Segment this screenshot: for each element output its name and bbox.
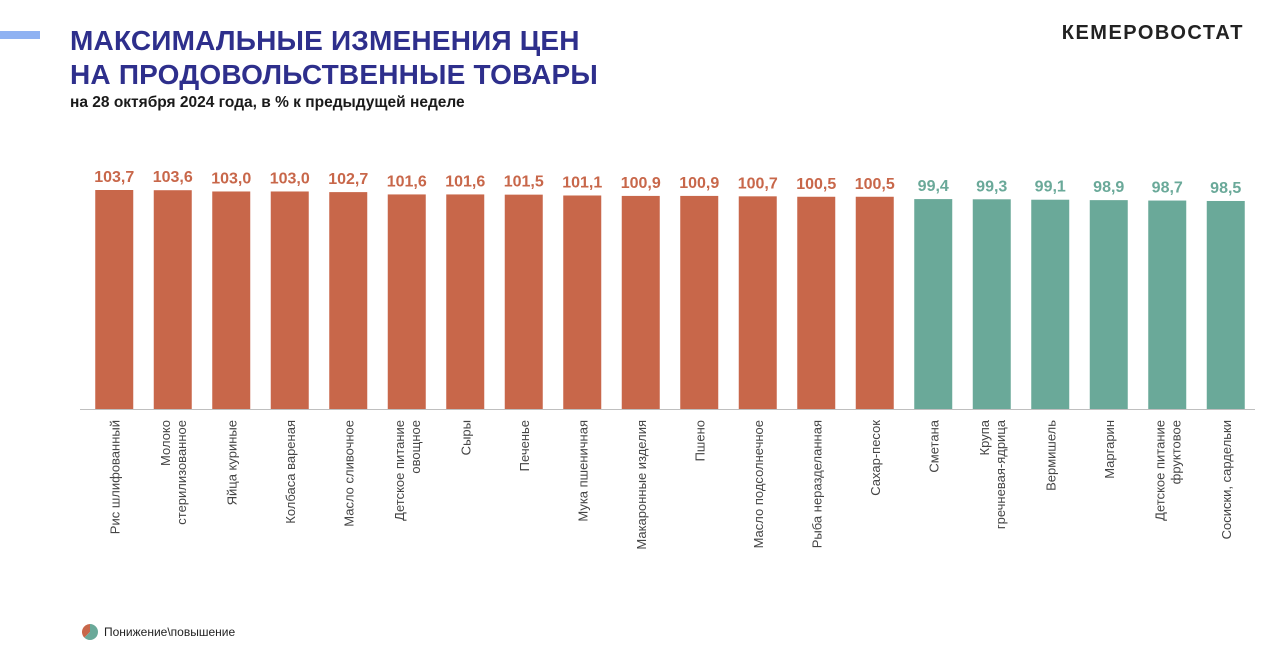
category-label: Печенье xyxy=(517,420,532,471)
category-label: Крупа гречневая-ядрица xyxy=(977,419,1008,529)
category-label: Масло подсолнечное xyxy=(751,420,766,548)
data-label: 103,6 xyxy=(153,169,193,186)
category-label: Маргарин xyxy=(1102,420,1117,479)
bar xyxy=(680,195,719,409)
bar xyxy=(1148,200,1187,409)
data-label: 103,7 xyxy=(94,169,134,186)
category-label: Сахар-песок xyxy=(868,420,883,496)
data-label: 100,9 xyxy=(621,175,661,192)
bar xyxy=(387,194,426,409)
category-label-line: Масло подсолнечное xyxy=(751,420,766,548)
page-title: МАКСИМАЛЬНЫЕ ИЗМЕНЕНИЯ ЦЕН НА ПРОДОВОЛЬС… xyxy=(70,24,598,92)
bar xyxy=(1089,200,1128,409)
data-label: 103,0 xyxy=(270,170,310,187)
bar xyxy=(914,199,953,409)
bar xyxy=(738,196,777,409)
data-label: 99,1 xyxy=(1035,179,1066,196)
category-label-line: Мука пшеничная xyxy=(575,420,590,522)
bar xyxy=(855,196,894,409)
bar xyxy=(446,194,485,409)
data-label: 101,1 xyxy=(562,174,602,191)
bar xyxy=(504,194,543,409)
bar xyxy=(212,191,251,409)
page-subtitle: на 28 октября 2024 года, в % к предыдуще… xyxy=(70,94,465,111)
bar xyxy=(153,190,192,409)
bar xyxy=(1206,200,1245,409)
legend: Понижение\повышение xyxy=(82,624,235,640)
category-label-line: Яйца куриные xyxy=(224,420,239,505)
category-label: Колбаса вареная xyxy=(283,420,298,524)
category-label-line: овощное xyxy=(408,420,423,474)
legend-split-circle-icon xyxy=(82,624,98,640)
category-label-line: стерилизованное xyxy=(174,420,189,525)
category-label: Мука пшеничная xyxy=(575,420,590,522)
category-label-line: Пшено xyxy=(692,420,707,461)
category-label-line: Маргарин xyxy=(1102,420,1117,479)
category-label: Сметана xyxy=(926,419,941,472)
category-label-line: Сахар-песок xyxy=(868,420,883,496)
data-label: 98,5 xyxy=(1210,180,1241,197)
category-label-line: Сосиски, сардельки xyxy=(1219,420,1234,539)
category-label: Яйца куриные xyxy=(224,420,239,505)
category-label-line: Сметана xyxy=(926,419,941,472)
category-label: Молоко стерилизованное xyxy=(158,420,189,525)
bar xyxy=(621,195,660,409)
bar xyxy=(563,195,602,409)
category-label: Детское питание фруктовое xyxy=(1152,420,1183,521)
bar xyxy=(95,190,134,409)
category-label: Сыры xyxy=(458,420,473,455)
bar xyxy=(270,191,309,409)
category-label-line: Крупа xyxy=(977,419,992,455)
bar xyxy=(972,199,1011,409)
data-label: 99,3 xyxy=(976,178,1007,195)
category-label: Пшено xyxy=(692,420,707,461)
data-label: 102,7 xyxy=(328,171,368,188)
category-label: Масло сливочное xyxy=(341,420,356,527)
category-label-line: фруктовое xyxy=(1168,420,1183,484)
data-label: 100,9 xyxy=(679,175,719,192)
data-label: 98,9 xyxy=(1093,179,1124,196)
data-label: 100,5 xyxy=(855,176,895,193)
category-label-line: Детское питание xyxy=(1152,420,1167,521)
category-label-line: Рыба неразделанная xyxy=(809,420,824,548)
accent-bar xyxy=(0,31,40,39)
category-label-line: Масло сливочное xyxy=(341,420,356,527)
data-label: 98,7 xyxy=(1152,180,1183,197)
category-label-line: Печенье xyxy=(517,420,532,471)
category-label-line: Сыры xyxy=(458,420,473,455)
data-label: 101,6 xyxy=(445,173,485,190)
legend-label: Понижение\повышение xyxy=(104,625,236,639)
data-label: 103,0 xyxy=(211,170,251,187)
data-label: 99,4 xyxy=(918,178,949,195)
brand-logo-text: КЕМЕРОВОСТАТ xyxy=(1061,22,1244,44)
category-label: Рыба неразделанная xyxy=(809,420,824,548)
title-line-2: НА ПРОДОВОЛЬСТВЕННЫЕ ТОВАРЫ xyxy=(70,59,599,90)
data-label: 101,5 xyxy=(504,174,544,191)
category-label: Сосиски, сардельки xyxy=(1219,420,1234,539)
category-label-line: Колбаса вареная xyxy=(283,420,298,524)
category-label-line: Детское питание xyxy=(392,420,407,521)
bar xyxy=(1031,199,1070,409)
category-label-line: гречневая-ядрица xyxy=(993,419,1008,529)
data-label: 100,7 xyxy=(738,175,778,192)
data-label: 101,6 xyxy=(387,173,427,190)
category-label: Детское питание овощное xyxy=(392,420,423,521)
category-label: Вермишель xyxy=(1043,420,1058,491)
category-label: Рис шлифованный xyxy=(107,420,122,534)
category-label-line: Макаронные изделия xyxy=(634,420,649,550)
bar xyxy=(329,192,368,409)
category-label: Макаронные изделия xyxy=(634,420,649,550)
category-label-line: Вермишель xyxy=(1043,420,1058,491)
title-line-1: МАКСИМАЛЬНЫЕ ИЗМЕНЕНИЯ ЦЕН xyxy=(70,25,580,56)
data-label: 100,5 xyxy=(796,176,836,193)
category-label-line: Молоко xyxy=(158,420,173,466)
bar xyxy=(797,196,836,409)
category-label-line: Рис шлифованный xyxy=(107,420,122,534)
